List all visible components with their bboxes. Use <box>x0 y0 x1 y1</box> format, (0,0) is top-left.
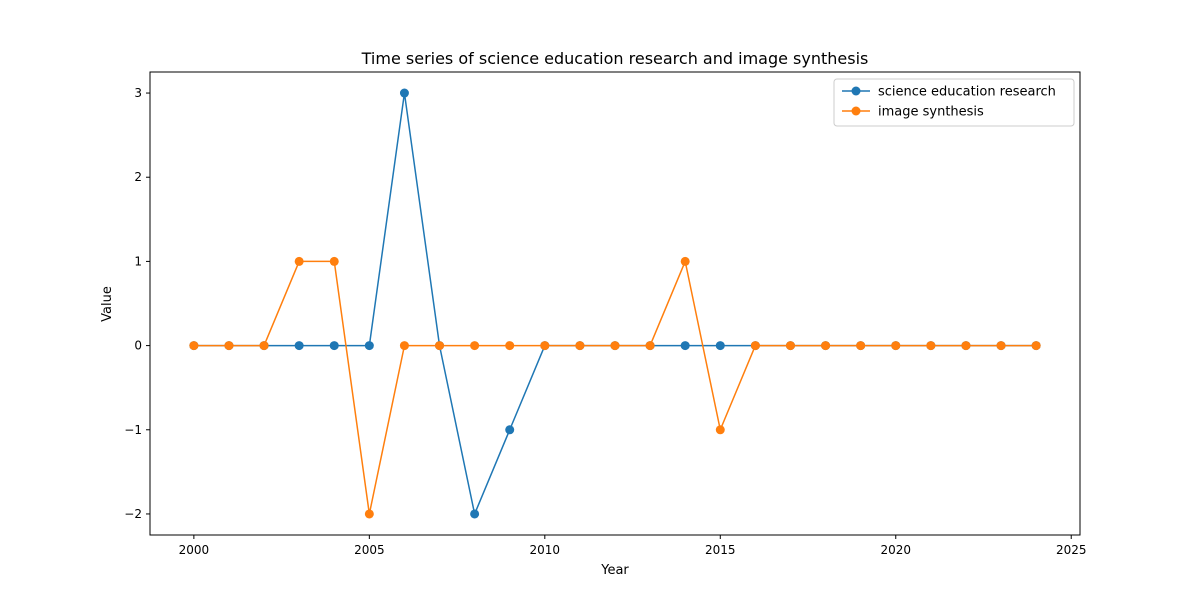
legend-label: image synthesis <box>878 105 984 120</box>
data-point <box>821 341 831 351</box>
data-point <box>680 256 690 266</box>
data-point <box>785 341 795 351</box>
data-point <box>435 341 445 351</box>
x-axis-label: Year <box>600 563 629 578</box>
data-point <box>224 341 234 351</box>
data-point <box>505 341 515 351</box>
data-point <box>399 88 409 98</box>
data-point <box>926 341 936 351</box>
series-line <box>193 260 1037 515</box>
legend-label: science education research <box>878 85 1056 100</box>
y-tick-label: 3 <box>134 86 142 100</box>
chart-title: Time series of science education researc… <box>361 49 869 68</box>
data-point <box>715 341 725 351</box>
data-point <box>961 341 971 351</box>
data-point <box>294 341 304 351</box>
x-tick-label: 2000 <box>179 543 210 557</box>
data-point <box>259 341 269 351</box>
data-point <box>610 341 620 351</box>
data-point <box>294 256 304 266</box>
data-point <box>575 341 585 351</box>
y-tick-label: 0 <box>134 339 142 353</box>
x-tick-label: 2020 <box>880 543 911 557</box>
x-tick-label: 2005 <box>354 543 385 557</box>
y-tick-label: −1 <box>124 423 142 437</box>
x-tick-label: 2025 <box>1056 543 1087 557</box>
series-1 <box>189 88 1041 519</box>
data-point <box>364 341 374 351</box>
data-point <box>891 341 901 351</box>
series-line <box>193 92 1037 515</box>
data-point <box>1031 341 1041 351</box>
y-tick-label: 2 <box>134 170 142 184</box>
y-axis-label: Value <box>100 286 115 322</box>
plot-area <box>189 88 1041 519</box>
y-tick-label: 1 <box>134 254 142 268</box>
legend-item: image synthesis <box>842 105 984 120</box>
data-point <box>470 509 480 519</box>
data-point <box>470 341 480 351</box>
legend-item: science education research <box>842 85 1056 100</box>
y-tick-label: −2 <box>124 507 142 521</box>
series-2 <box>189 256 1041 519</box>
data-point <box>715 425 725 435</box>
data-point <box>680 341 690 351</box>
data-point <box>540 341 550 351</box>
legend: science education research image synthesi… <box>833 78 1075 127</box>
axes: 2000 2005 2010 2015 2020 2025 −2 −1 0 1 2 3 <box>124 71 1087 557</box>
axes-frame <box>149 71 1081 536</box>
data-point <box>329 341 339 351</box>
legend-marker <box>851 86 861 96</box>
data-point <box>645 341 655 351</box>
data-point <box>996 341 1006 351</box>
data-point <box>399 341 409 351</box>
x-tick-label: 2010 <box>530 543 561 557</box>
data-point <box>329 256 339 266</box>
legend-marker <box>851 106 861 116</box>
data-point <box>856 341 866 351</box>
legend-box <box>833 78 1075 127</box>
data-point <box>505 425 515 435</box>
data-point <box>189 341 199 351</box>
data-point <box>750 341 760 351</box>
x-tick-label: 2015 <box>705 543 736 557</box>
data-point <box>364 509 374 519</box>
